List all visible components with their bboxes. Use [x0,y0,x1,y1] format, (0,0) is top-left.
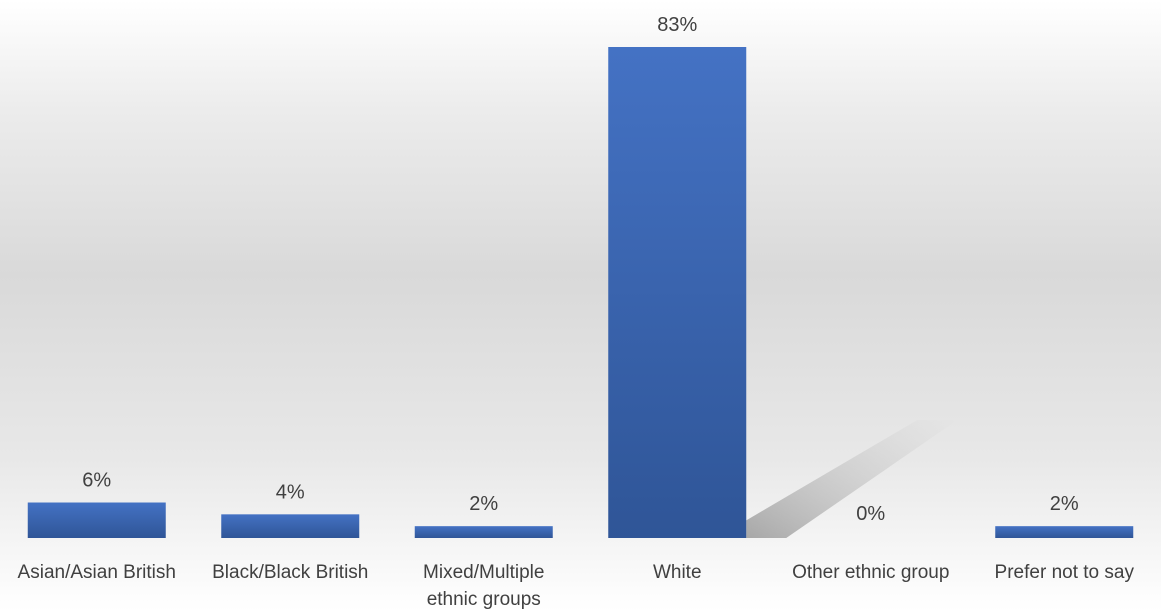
bar-shadows [746,420,958,538]
bar-value-label: 4% [276,481,305,503]
category-label: White [653,562,702,583]
bar-value-label: 83% [657,14,697,36]
bar [27,502,166,538]
category-label: Black/Black British [212,562,368,583]
bar-shadow [746,420,958,538]
category-label: Other ethnic group [792,562,949,583]
bar [221,514,360,538]
bar [414,526,553,538]
bar-value-label: 2% [469,493,498,515]
data-labels: 6% 4% 2% 83% 0% 2% [82,14,1079,525]
bars [27,47,1134,538]
category-label: Prefer not to say [995,562,1135,583]
bar-value-label: 0% [856,503,885,525]
bar-value-label: 6% [82,470,111,492]
category-label: Asian/Asian British [18,562,176,583]
bar-value-label: 2% [1050,493,1079,515]
category-labels: Asian/Asian British Black/Black British Mi… [18,562,1135,610]
bar [608,47,747,538]
category-label: Mixed/Multiple ethnic groups [423,562,544,610]
bar [995,526,1134,538]
